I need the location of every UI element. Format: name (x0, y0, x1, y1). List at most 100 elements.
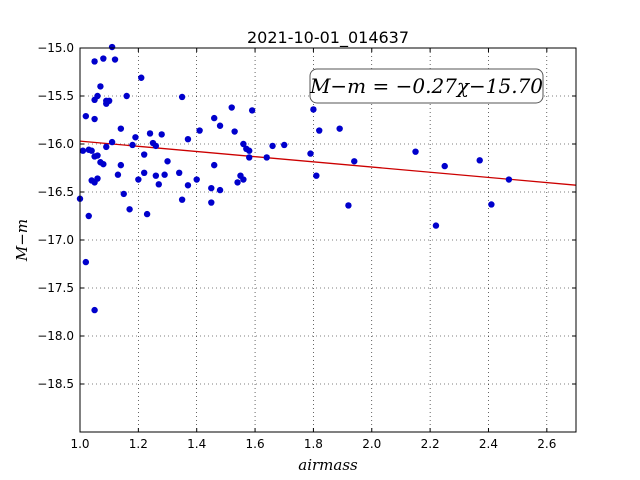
y-tick-label: −16.0 (37, 137, 74, 151)
y-tick-label: −15.5 (37, 89, 74, 103)
data-point (88, 147, 95, 154)
data-point (91, 115, 98, 123)
data-point (345, 202, 352, 209)
data-point (143, 210, 151, 218)
data-point (211, 114, 218, 122)
data-point (120, 190, 127, 198)
data-point (100, 160, 107, 168)
y-tick-label: −18.5 (37, 377, 74, 391)
data-point (85, 212, 92, 220)
chart-title: 2021-10-01_014637 (247, 28, 409, 48)
x-tick-label: 1.6 (246, 437, 265, 451)
data-point (152, 172, 160, 179)
data-point (216, 186, 224, 194)
fit-line-group (79, 140, 577, 186)
data-point (123, 92, 130, 100)
y-axis-label: M−m (13, 219, 31, 262)
data-point (111, 56, 119, 63)
data-point (82, 258, 90, 266)
y-tick-label: −18.0 (37, 329, 74, 343)
x-tick-label: 1.4 (187, 437, 206, 451)
x-tick-label: 2.2 (421, 437, 440, 451)
data-point (184, 182, 192, 189)
data-point (108, 43, 116, 51)
data-point (103, 143, 110, 151)
x-axis-label: airmass (298, 456, 358, 474)
data-point (240, 176, 247, 183)
data-point (316, 127, 323, 134)
data-points (76, 43, 513, 314)
data-point (208, 184, 215, 192)
y-tick-label: −15.0 (37, 41, 74, 55)
data-point (336, 125, 343, 132)
y-tick-label: −16.5 (37, 185, 74, 199)
data-point (412, 148, 419, 155)
data-point (246, 154, 253, 161)
data-point (126, 206, 133, 213)
data-point (100, 55, 107, 62)
data-point (129, 141, 136, 149)
data-point (432, 222, 440, 229)
y-tick-label: −17.0 (37, 233, 74, 247)
x-tick-label: 2.0 (362, 437, 381, 451)
data-point (108, 138, 116, 146)
data-point (231, 128, 238, 135)
data-point (105, 97, 113, 105)
annotation-frame (309, 68, 544, 104)
x-tick-label: 1.8 (304, 437, 323, 451)
data-point (281, 141, 288, 149)
data-point (248, 107, 256, 114)
data-point (228, 104, 235, 111)
data-point (505, 176, 513, 183)
data-point (140, 169, 148, 176)
data-point (146, 130, 154, 137)
data-point (94, 175, 101, 182)
data-point (79, 147, 87, 154)
data-point (97, 83, 104, 90)
data-point (269, 142, 276, 150)
data-point (441, 162, 448, 170)
data-point (178, 196, 186, 203)
data-point (152, 142, 160, 150)
data-point (94, 152, 101, 159)
data-point (94, 92, 101, 100)
data-point (208, 199, 215, 206)
axis-ticks: 1.0 1.2 1.4 1.6 1.8 2.0 2.2 2.4 2.6 −15.0 −15.5 −16… (37, 41, 576, 451)
data-point (234, 179, 241, 186)
data-point (82, 112, 90, 120)
data-point (132, 134, 139, 141)
data-point (161, 171, 168, 178)
data-point (246, 147, 253, 154)
data-point (91, 58, 98, 65)
data-point (196, 127, 203, 134)
x-tick-label: 2.6 (537, 437, 556, 451)
equation-annotation: M−m = −0.27χ−15.70 (309, 68, 544, 104)
x-tick-label: 2.4 (479, 437, 498, 451)
data-point (178, 93, 186, 101)
data-point (193, 176, 200, 183)
data-point (307, 150, 314, 157)
data-point (164, 158, 171, 165)
data-point (176, 169, 183, 176)
annotation-text: M−m = −0.27χ−15.70 (309, 74, 543, 98)
data-point (211, 161, 218, 169)
data-point (488, 201, 495, 208)
grid-lines (79, 48, 576, 432)
data-point (114, 171, 122, 178)
x-tick-label: 1.2 (129, 437, 148, 451)
data-point (351, 158, 358, 165)
data-point (184, 136, 192, 143)
data-point (155, 181, 162, 188)
data-point (313, 172, 320, 179)
data-point (476, 157, 483, 164)
data-point (91, 306, 98, 314)
data-point (158, 131, 165, 138)
data-point (140, 151, 148, 158)
data-point (117, 125, 125, 132)
data-point (263, 154, 270, 161)
data-point (138, 74, 145, 81)
fit-line (79, 140, 577, 186)
data-point (216, 122, 224, 129)
data-point (135, 176, 142, 183)
data-point (240, 140, 247, 148)
